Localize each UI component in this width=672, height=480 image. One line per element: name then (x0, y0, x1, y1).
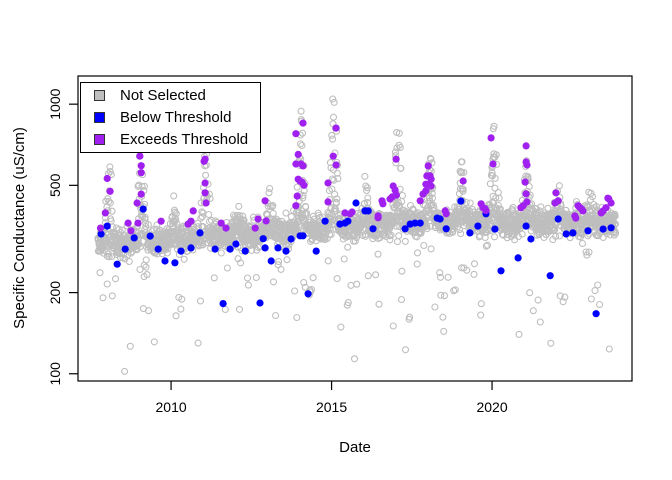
legend-item-label: Below Threshold (120, 109, 232, 126)
series-exceeds-threshold (96, 119, 615, 235)
legend-item-label: Exceeds Threshold (120, 131, 249, 148)
y-axis-title: Specific Conductance (uS/cm) (11, 127, 28, 329)
not-selected-marker-icon (94, 90, 105, 101)
x-tick-label: 2020 (476, 399, 507, 415)
y-tick-label: 200 (47, 281, 63, 305)
legend-item-not-selected: Not Selected (81, 86, 260, 105)
x-tick-label: 2015 (316, 399, 347, 415)
exceeds-threshold-marker-icon (94, 134, 105, 145)
y-tick-label: 1000 (47, 88, 63, 119)
x-tick-label: 2010 (156, 399, 187, 415)
legend-item-below-threshold: Below Threshold (81, 108, 260, 127)
y-tick-label: 100 (47, 362, 63, 386)
plot-border (77, 75, 633, 382)
legend-item-exceeds-threshold: Exceeds Threshold (81, 130, 260, 149)
series-not-selected (94, 95, 620, 375)
below-threshold-marker-icon (94, 112, 105, 123)
x-axis-title: Date (339, 439, 371, 456)
y-tick-label: 500 (47, 173, 63, 197)
legend: Not Selected Below Threshold Exceeds Thr… (80, 82, 261, 153)
legend-item-label: Not Selected (120, 87, 206, 104)
